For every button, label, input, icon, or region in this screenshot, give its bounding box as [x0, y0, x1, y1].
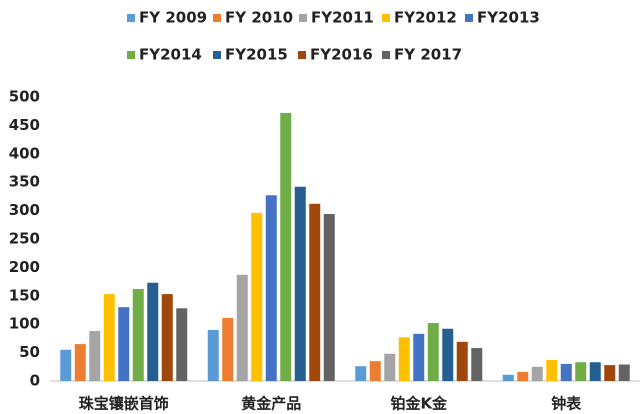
y-tick-label: 400	[9, 144, 40, 162]
bar	[517, 371, 529, 381]
legend-swatch	[465, 14, 473, 22]
legend-swatch	[213, 51, 221, 59]
bar	[618, 364, 630, 381]
bar	[456, 341, 468, 381]
x-tick-label: 钟表	[551, 395, 582, 413]
y-tick-label: 200	[9, 258, 40, 276]
legend-label: FY2012	[394, 9, 457, 27]
y-tick-label: 50	[19, 343, 40, 361]
bar	[60, 349, 72, 381]
legend-swatch	[127, 51, 135, 59]
x-tick-label: 珠宝镶嵌首饰	[79, 395, 169, 413]
bar	[161, 294, 173, 381]
bar	[176, 308, 188, 381]
x-tick-label: 铂金K金	[390, 395, 448, 413]
legend-swatch	[299, 14, 307, 22]
y-tick-label: 150	[9, 286, 40, 304]
y-tick-label: 0	[30, 372, 40, 390]
bar	[560, 363, 572, 381]
bar	[589, 362, 601, 381]
bar	[502, 374, 514, 381]
bar	[575, 362, 587, 381]
bar	[222, 317, 234, 381]
bar	[323, 214, 335, 381]
bar	[103, 294, 115, 381]
legend-label: FY2015	[225, 46, 288, 64]
x-tick-label: 黄金产品	[241, 395, 301, 413]
y-tick-label: 500	[9, 88, 40, 106]
bar	[355, 366, 367, 381]
bar	[546, 359, 558, 381]
bar	[132, 288, 144, 381]
bar	[89, 331, 101, 381]
bar	[265, 195, 277, 381]
bar	[74, 344, 86, 381]
legend-swatch	[382, 14, 390, 22]
bar	[384, 353, 396, 381]
bar	[294, 186, 306, 381]
bar	[309, 203, 321, 381]
bar	[207, 329, 219, 381]
y-tick-label: 100	[9, 315, 40, 333]
bar	[413, 333, 425, 381]
legend-label: FY2011	[311, 9, 374, 27]
bar	[251, 212, 263, 381]
legend-label: FY 2017	[394, 46, 462, 64]
bar	[398, 337, 410, 381]
bar	[369, 361, 381, 381]
bar	[236, 274, 248, 381]
y-tick-label: 300	[9, 201, 40, 219]
bar	[147, 282, 159, 381]
bar	[280, 112, 292, 382]
legend-swatch	[298, 51, 306, 59]
legend-label: FY2016	[310, 46, 373, 64]
legend-label: FY 2010	[225, 9, 293, 27]
y-tick-label: 250	[9, 230, 40, 248]
legend-swatch	[127, 14, 135, 22]
bar	[427, 323, 439, 381]
y-tick-label: 350	[9, 173, 40, 191]
bar	[442, 328, 454, 381]
bar	[604, 365, 616, 381]
bar	[118, 307, 130, 381]
bar	[471, 348, 483, 381]
legend-label: FY2013	[477, 9, 540, 27]
bar	[531, 366, 543, 381]
legend-swatch	[382, 51, 390, 59]
legend-swatch	[213, 14, 221, 22]
y-tick-label: 450	[9, 116, 40, 134]
legend-label: FY 2009	[139, 9, 207, 27]
legend-label: FY2014	[139, 46, 202, 64]
